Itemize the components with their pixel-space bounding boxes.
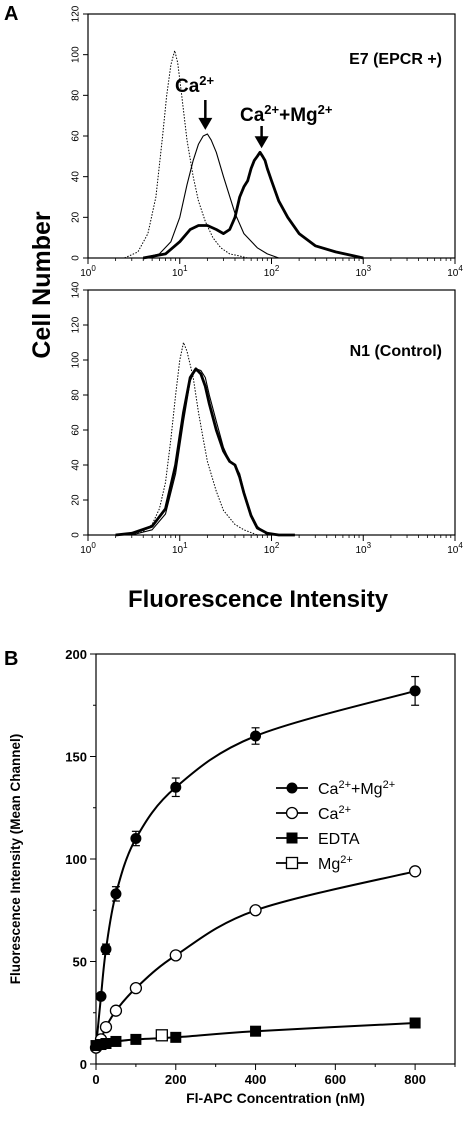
plot-frame	[95, 653, 456, 1065]
dotted-histogram-curve	[124, 50, 248, 259]
legend-marker	[286, 832, 298, 844]
thick-histogram-curve	[142, 150, 364, 260]
bottom-panel-annotation: N1 (Control)	[350, 343, 442, 360]
y-tick-label: 140	[71, 281, 82, 298]
x-tick-label: 0	[92, 1072, 99, 1087]
legend-marker	[285, 806, 299, 820]
b-y-axis-label: Fluorescence Intensity (Mean Channel)	[8, 734, 23, 985]
x-tick-label: 100	[80, 541, 96, 556]
ca-arrow-head	[198, 117, 213, 130]
open-circle-point	[129, 982, 143, 995]
filled-square-point	[170, 1031, 182, 1043]
top-panel-annotation: E7 (EPCR +)	[349, 51, 442, 68]
y-tick-label: 0	[80, 1057, 87, 1072]
y-tick-label: 20	[71, 494, 82, 506]
filled-square-point	[100, 1038, 112, 1049]
plot-frame	[87, 289, 456, 536]
y-tick-label: 50	[73, 955, 87, 970]
bottom-histogram: 100 101 102 103 104 0 20 40 60 80 100 120 140	[71, 281, 464, 556]
open-circle-point	[109, 1004, 123, 1017]
open-circle-point	[408, 865, 422, 878]
panel-b-letter: B	[4, 648, 18, 670]
legend-label: EDTA	[318, 831, 360, 848]
filled-circle-point	[95, 990, 107, 1002]
open-square-point	[155, 1029, 168, 1042]
x-tick-label: 102	[264, 264, 280, 279]
legend-label: Ca2+	[318, 804, 351, 823]
filled-square-point	[250, 1025, 262, 1037]
y-tick-label: 200	[65, 647, 87, 662]
ca-arrow-label: Ca2+	[175, 73, 215, 97]
filled-circle-point	[100, 943, 112, 955]
x-tick-label: 102	[264, 541, 280, 556]
y-tick-label: 120	[71, 316, 82, 333]
binding-curve-chart: 0 200 400 600 800 0 50 100 150 200 Fl-APC Concentr…	[8, 647, 456, 1106]
y-tick-label: 40	[71, 459, 82, 471]
filled-circle-point	[130, 833, 142, 844]
cell-number-axis-label: Cell Number	[28, 211, 56, 359]
filled-square-point	[110, 1035, 122, 1047]
filled-circle-point	[409, 685, 421, 697]
x-tick-label: 103	[355, 541, 371, 556]
y-tick-label: 60	[71, 424, 82, 436]
thin-histogram-curve	[131, 368, 268, 536]
x-tick-label: 200	[165, 1072, 187, 1087]
y-tick-label: 120	[71, 5, 82, 22]
x-tick-label: 800	[404, 1072, 426, 1087]
filled-circle-point	[250, 730, 262, 742]
y-tick-label: 80	[71, 89, 82, 101]
y-tick-label: 0	[71, 532, 82, 538]
x-tick-label: 101	[172, 264, 188, 279]
y-tick-label: 60	[71, 130, 82, 142]
thick-histogram-curve	[115, 367, 295, 537]
ca-fit-curve	[95, 870, 416, 1049]
y-tick-label: 100	[65, 852, 87, 867]
ca-mg-arrow-label: Ca2++Mg2+	[240, 102, 333, 126]
legend-label: Ca2++Mg2+	[318, 779, 395, 798]
x-tick-label: 600	[324, 1072, 346, 1087]
x-tick-label: 100	[80, 264, 96, 279]
filled-circle-point	[170, 781, 182, 793]
y-tick-label: 100	[71, 46, 82, 63]
x-tick-label: 103	[355, 264, 371, 279]
thin-histogram-curve	[143, 133, 279, 259]
y-tick-label: 150	[65, 750, 87, 765]
x-tick-label: 400	[245, 1072, 267, 1087]
open-circle-point	[99, 1020, 113, 1034]
legend-marker	[286, 782, 298, 794]
y-tick-label: 20	[71, 211, 82, 223]
b-x-axis-label: Fl-APC Concentration (nM)	[186, 1090, 365, 1106]
legend-label: Mg2+	[318, 854, 353, 873]
x-tick-label: 101	[172, 541, 188, 556]
open-circle-point	[169, 949, 182, 962]
y-tick-label: 40	[71, 171, 82, 183]
panel-a-letter: A	[4, 3, 18, 25]
y-tick-label: 0	[71, 255, 82, 261]
legend-marker	[285, 856, 299, 870]
y-tick-label: 80	[71, 389, 82, 401]
filled-circle-point	[110, 888, 122, 900]
x-tick-label: 104	[447, 264, 463, 279]
x-tick-label: 104	[447, 541, 463, 556]
filled-square-point	[130, 1033, 142, 1045]
y-tick-label: 100	[71, 351, 82, 368]
filled-square-point	[409, 1017, 421, 1029]
ca-mg-arrow-head	[254, 136, 269, 149]
open-circle-point	[249, 904, 262, 917]
dotted-histogram-curve	[131, 342, 258, 536]
top-histogram: 100 101 102 103 104 0 20 40 60 80 100 120	[71, 5, 464, 279]
fluorescence-intensity-axis-label: Fluorescence Intensity	[128, 586, 389, 613]
